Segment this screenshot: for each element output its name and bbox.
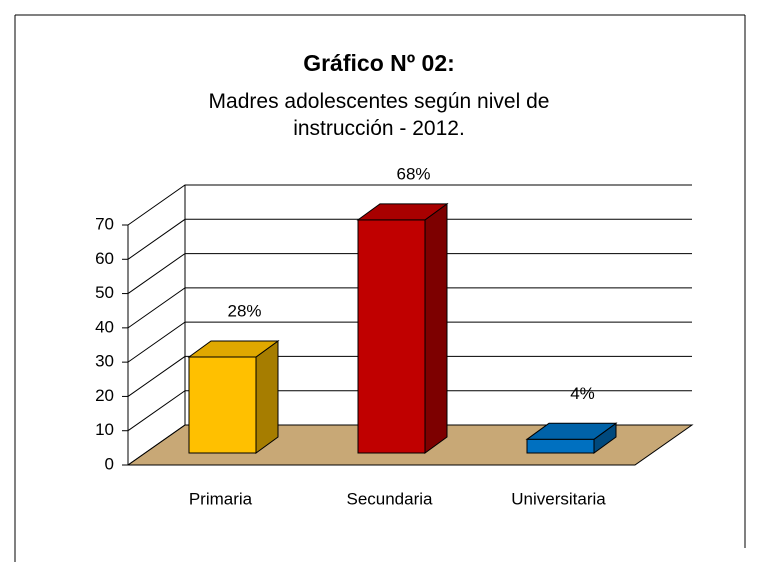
y-tick-label: 50 [95,283,114,302]
grid-line [127,218,692,260]
grid-line [127,287,692,329]
bar-top-shade [358,203,447,220]
bar [187,340,280,454]
bar-side-shade [256,341,278,453]
y-tick-label: 70 [95,214,114,233]
bar-top [525,422,618,440]
data-label: 28% [227,301,261,320]
y-tick-label: 20 [95,386,114,405]
bar-top-shade [189,341,278,357]
grid-line [127,321,692,363]
grid-line [127,424,692,466]
chart-title: Gráfico Nº 02: [303,50,455,76]
y-tick-label: 10 [95,420,114,439]
y-tick-label: 30 [95,352,114,371]
y-tick-label: 40 [95,317,114,336]
bar-top [356,203,449,221]
x-tick-label: Universitaria [511,489,606,508]
bar-side-shade [594,423,616,453]
bar [525,422,618,454]
grid-line [127,253,692,294]
bar-front [526,438,595,454]
grid-line [127,390,692,432]
chart-subtitle: Madres adolescentes según nivel de instr… [208,90,550,140]
x-tick-label: Secundaria [346,489,433,508]
y-tick-label: 60 [95,249,114,268]
data-label: 68% [396,164,430,183]
grid-line [127,184,692,226]
bar-top-shade [527,423,616,440]
bar-front [188,356,257,454]
bar [356,202,449,454]
data-label: 4% [570,384,595,403]
x-tick-label: Primaria [189,489,253,508]
bar-front [357,219,426,454]
grid-line [127,355,692,397]
y-tick-label: 0 [105,454,114,473]
bar-top [187,340,280,358]
bar-side-shade [425,203,447,453]
